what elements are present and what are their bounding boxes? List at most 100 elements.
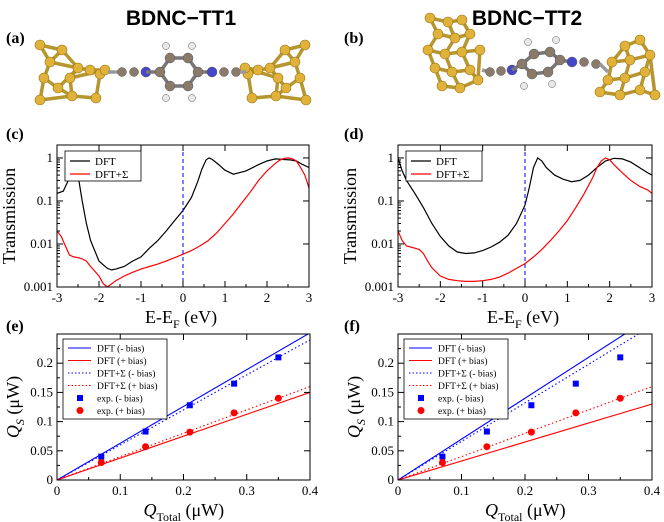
y-axis-label: Transmission (0, 168, 19, 264)
x-axis-label-main: E-E (487, 307, 515, 327)
series-line-dft-sigma (398, 157, 652, 282)
x-axis-label-part: (μW) (181, 500, 224, 521)
x-axis-label-sub: F (173, 317, 180, 331)
panel-label-d: (d) (344, 126, 364, 143)
x-tick-label: 0.4 (302, 483, 319, 498)
y-tick-label: 0.05 (371, 443, 394, 458)
carbon-atom (117, 67, 127, 77)
nitrogen-atom (566, 56, 578, 68)
gold-atom (442, 16, 454, 28)
carbon-atom (516, 58, 528, 70)
x-tick-label: 0 (54, 483, 61, 498)
carbon-atom (591, 59, 601, 69)
y-tick-label: 0.001 (365, 279, 394, 294)
legend-box (64, 150, 142, 182)
carbon-atom (554, 54, 566, 66)
panel-label-c: (c) (6, 126, 24, 143)
hydrogen-atom (524, 38, 532, 46)
legend-label: exp. (- bias) (438, 394, 484, 405)
legend-label: exp. (- bias) (97, 394, 143, 405)
legend-label: DFT (- bias) (97, 344, 144, 355)
y-axis-label: Transmission (340, 168, 360, 264)
y-tick-label: 0.1 (378, 414, 394, 429)
x-tick-label: -2 (435, 290, 446, 305)
legend-box (405, 150, 483, 182)
hydrogen-atom (162, 42, 170, 50)
gold-atom (614, 89, 626, 101)
data-point-neg-bias (275, 354, 282, 361)
x-axis-label-unit: (eV) (180, 307, 217, 328)
legend-label: DFT (+ bias) (97, 356, 147, 367)
legend-box (62, 338, 168, 420)
data-point-neg-bias (142, 428, 149, 435)
x-axis-label-part: Q (144, 500, 157, 520)
y-tick-label: 0.001 (24, 279, 53, 294)
x-tick-label: 0.2 (175, 483, 191, 498)
x-tick-label: 1 (222, 290, 229, 305)
gold-atom (264, 62, 276, 74)
x-axis-label: E-EF (eV) (487, 307, 559, 331)
gold-atom (439, 48, 451, 60)
fit-line-0 (398, 334, 626, 480)
gold-atom (289, 56, 301, 68)
gold-atom (634, 84, 646, 96)
legend-label: exp. (+ bias) (97, 406, 145, 417)
data-point-pos-bias (438, 458, 446, 466)
x-tick-label: -1 (136, 290, 147, 305)
y-tick-label: 0.15 (371, 384, 394, 399)
panel-label-e: (e) (6, 318, 24, 335)
gold-atom (56, 44, 68, 56)
y-tick-label: 0.05 (30, 443, 53, 458)
x-axis-label-part: (μW) (523, 500, 566, 521)
carbon-atom (154, 66, 166, 78)
fit-line-2 (398, 334, 640, 480)
carbon-atom (579, 57, 589, 67)
y-axis-label-part: S (354, 419, 368, 425)
gold-atom (34, 39, 46, 51)
gold-atom (64, 72, 76, 84)
data-point-pos-bias (616, 394, 624, 402)
series-line-dft-sigma (57, 157, 309, 287)
x-tick-label: 0.1 (453, 483, 469, 498)
data-point-neg-bias (528, 402, 535, 409)
gold-atom (279, 44, 291, 56)
y-tick-label: 0 (47, 472, 54, 487)
gold-atom (594, 86, 606, 98)
panel-label-b: (b) (344, 30, 364, 47)
y-axis-label: QS (μW) (3, 376, 27, 438)
carbon-atom (231, 67, 241, 77)
y-tick-label: 0 (388, 472, 395, 487)
y-axis-label-part: Q (3, 425, 23, 438)
gold-atom (429, 62, 441, 74)
y-axis-label-part: (μW) (3, 376, 24, 419)
hydrogen-atom (162, 94, 170, 102)
carbon-atom (219, 67, 229, 77)
data-point-neg-bias (98, 453, 105, 460)
gold-atom (454, 82, 466, 94)
series-line-dft (57, 157, 309, 271)
gold-atom (84, 64, 96, 76)
legend-label: DFT (95, 156, 116, 168)
data-point-pos-bias (97, 458, 105, 466)
data-point-neg-bias (186, 402, 193, 409)
gold-atom (246, 92, 258, 104)
gold-atom (280, 82, 292, 94)
data-point-pos-bias (572, 409, 580, 417)
x-tick-label: -3 (393, 290, 404, 305)
x-tick-label: 0 (180, 290, 187, 305)
series-line-dft (398, 156, 652, 255)
y-tick-label: 0.1 (37, 193, 53, 208)
nitrogen-atom (206, 66, 218, 78)
x-tick-label: 3 (649, 290, 656, 305)
gold-atom (424, 12, 436, 24)
y-tick-label: 0.1 (37, 414, 53, 429)
gold-atom (299, 39, 311, 51)
data-point-neg-bias (439, 453, 446, 460)
x-tick-label: 0 (395, 483, 402, 498)
hydrogen-atom (552, 36, 560, 44)
carbon-atom (192, 66, 204, 78)
gold-atom (472, 74, 484, 86)
y-axis-label-part: S (13, 419, 27, 425)
